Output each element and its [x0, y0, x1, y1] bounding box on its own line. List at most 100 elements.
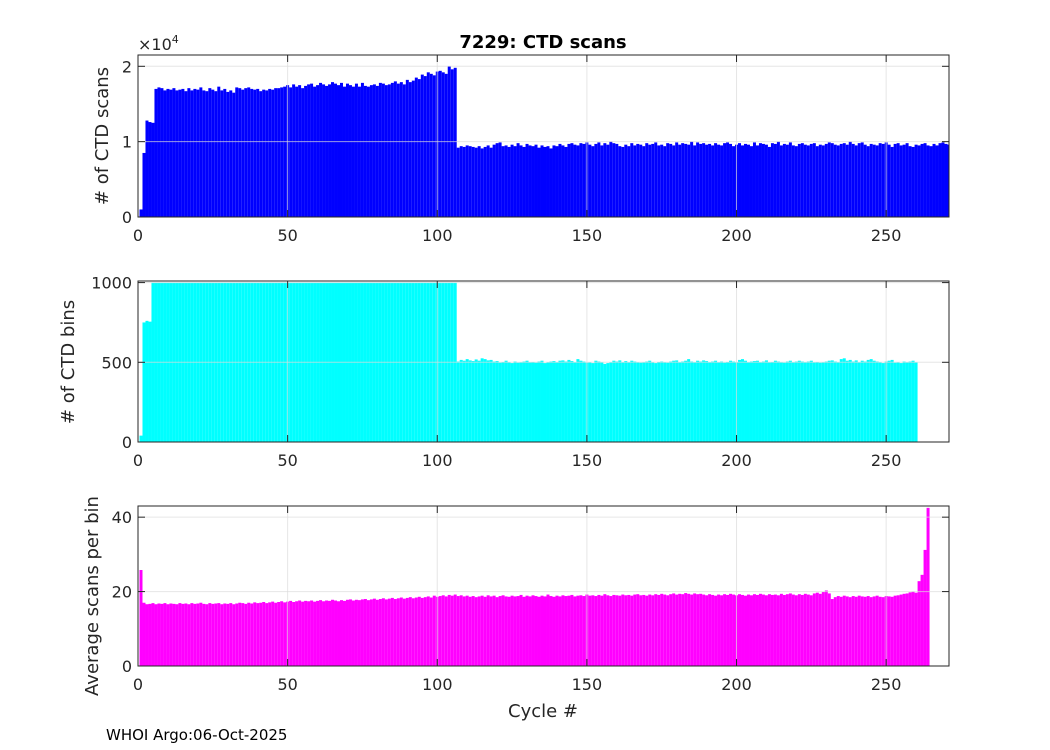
bar: [558, 143, 562, 217]
bar: [669, 361, 673, 442]
bar: [836, 596, 840, 666]
bar: [755, 360, 759, 442]
bar: [393, 81, 397, 218]
bar: [663, 146, 667, 217]
bar: [717, 362, 721, 442]
bar: [723, 362, 727, 442]
bar: [513, 596, 517, 666]
bar: [474, 359, 478, 442]
bar: [857, 595, 861, 666]
bar: [794, 595, 798, 666]
bar: [534, 362, 538, 442]
bar: [576, 145, 580, 217]
bar: [459, 146, 463, 217]
bar: [797, 143, 801, 217]
bar: [187, 604, 191, 666]
y-multiplier-exponent: 4: [172, 33, 179, 46]
bar: [420, 597, 424, 666]
bar: [519, 362, 523, 442]
bar: [845, 360, 849, 442]
bar: [247, 602, 251, 666]
bar: [684, 360, 688, 442]
bar: [696, 142, 700, 217]
bar: [660, 361, 664, 442]
bar: [313, 86, 317, 218]
bar: [711, 145, 715, 217]
bar: [507, 362, 511, 442]
bar: [348, 85, 352, 217]
bar: [148, 321, 152, 442]
bar: [717, 594, 721, 666]
bar: [833, 361, 837, 442]
bar: [534, 144, 538, 217]
bar: [429, 597, 433, 666]
bar: [824, 143, 828, 217]
x-tick-label: 50: [277, 226, 297, 245]
bar: [265, 603, 269, 666]
bar: [839, 596, 843, 666]
bar: [552, 145, 556, 217]
bar: [597, 142, 601, 217]
bar: [744, 143, 747, 217]
bar: [534, 596, 538, 666]
bar: [642, 594, 646, 666]
bar: [591, 595, 595, 666]
bar: [591, 363, 595, 442]
bar: [800, 594, 804, 666]
bar: [699, 361, 703, 442]
bar: [672, 145, 676, 217]
bar: [666, 362, 670, 442]
x-tick-label: 250: [871, 451, 902, 470]
x-tick-label: 0: [133, 451, 143, 470]
bar: [818, 362, 822, 442]
bar: [387, 84, 391, 217]
bar: [555, 146, 559, 217]
bar: [603, 143, 607, 217]
y-axis-label-ctd-bins: # of CTD bins: [58, 300, 79, 424]
bar: [465, 359, 469, 442]
bar: [857, 143, 861, 217]
bar: [678, 593, 682, 666]
x-tick-label: 0: [133, 675, 143, 694]
bar: [331, 82, 335, 217]
bar: [369, 599, 373, 666]
bar: [175, 90, 179, 217]
bar: [770, 594, 774, 666]
bar: [839, 143, 843, 217]
bar: [396, 598, 400, 666]
bar: [444, 73, 448, 217]
bar: [232, 604, 236, 666]
bar: [160, 603, 164, 666]
bar: [693, 362, 697, 442]
bar: [567, 595, 571, 666]
bar: [588, 362, 592, 442]
bar: [606, 144, 610, 217]
bar: [752, 361, 756, 442]
bar: [172, 603, 176, 666]
bar: [708, 594, 712, 666]
bar: [714, 360, 718, 442]
bar: [289, 600, 293, 666]
bar: [193, 88, 197, 217]
bar: [869, 359, 873, 442]
bar: [872, 360, 876, 442]
bar: [788, 360, 792, 442]
y-tick-label: 20: [112, 583, 132, 602]
bar: [782, 362, 786, 442]
bar: [345, 599, 349, 666]
bar: [360, 82, 364, 217]
bar: [414, 77, 418, 217]
bar: [453, 594, 457, 666]
bar: [301, 601, 305, 666]
bar: [684, 593, 688, 666]
y-ticks-ctd-scans: 0 1 2: [122, 57, 949, 227]
bar: [705, 361, 709, 442]
bar: [540, 145, 544, 217]
bar: [827, 593, 831, 666]
bar: [292, 602, 296, 666]
bar: [298, 85, 302, 217]
bar: [782, 594, 786, 666]
bar: [486, 360, 490, 442]
bar: [618, 360, 622, 442]
bar: [660, 593, 664, 666]
